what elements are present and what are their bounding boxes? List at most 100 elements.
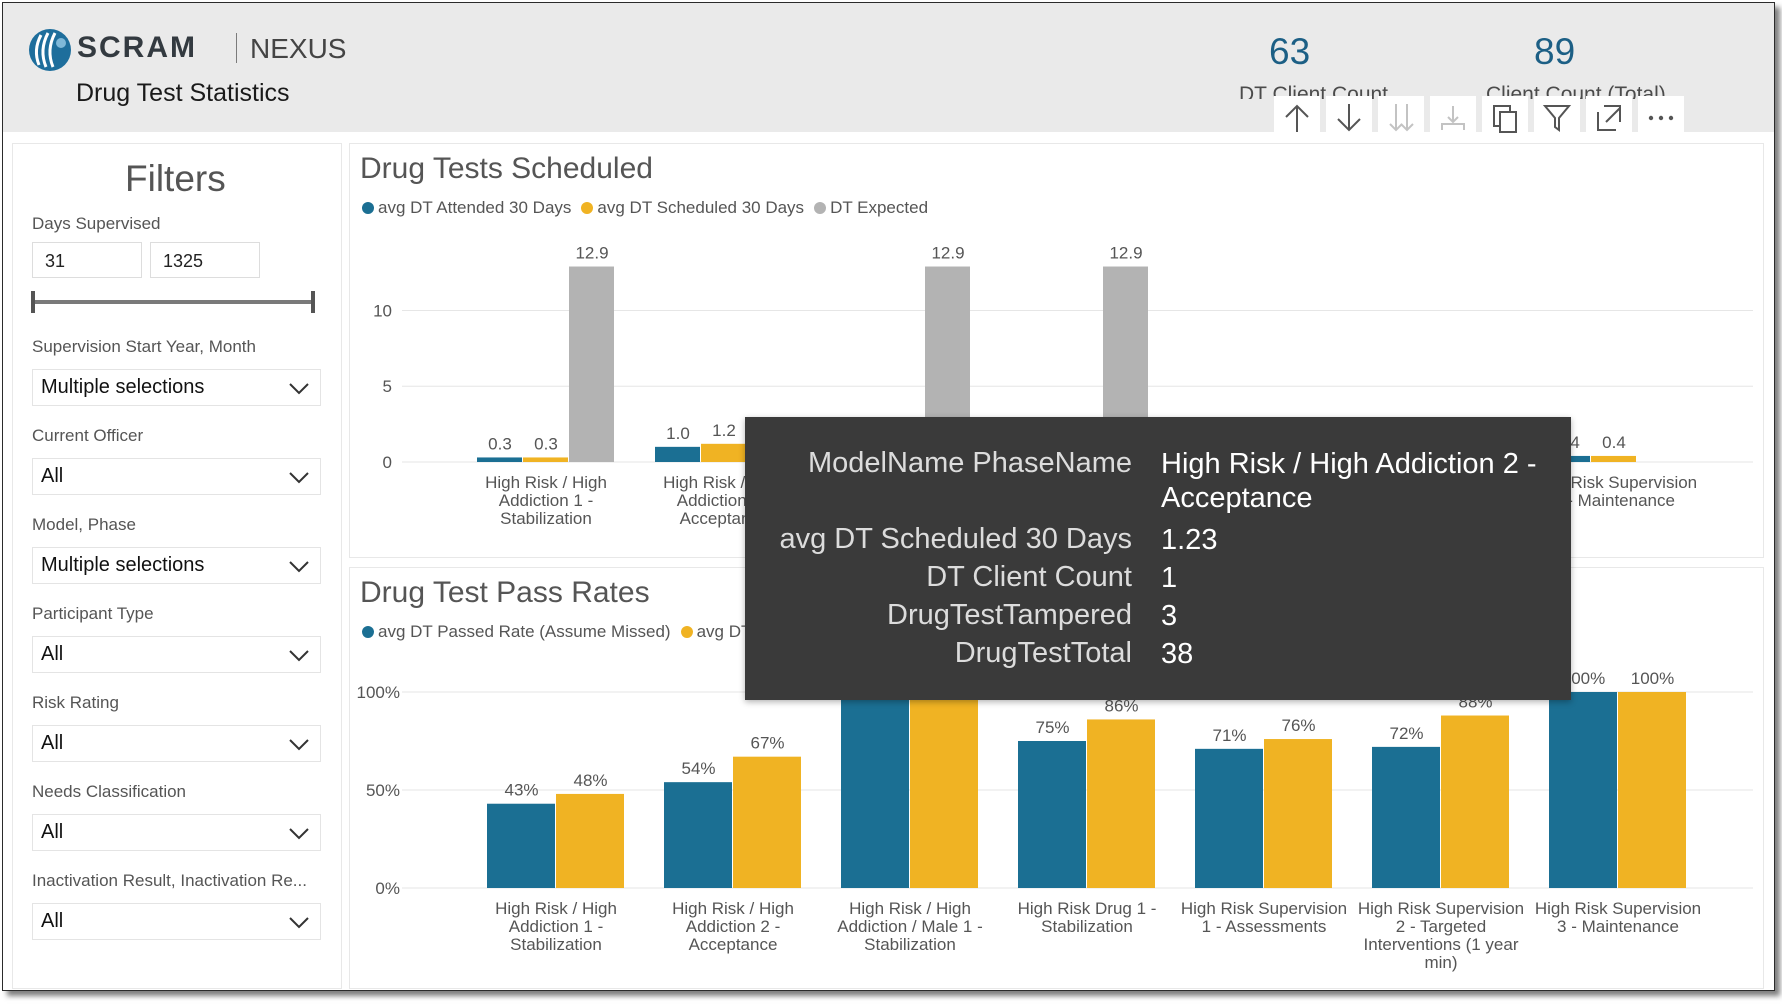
category-label: Acceptance [689, 935, 778, 954]
drug-tests-scheduled-title: Drug Tests Scheduled [360, 152, 653, 185]
brand-name: SCRAM [77, 31, 197, 64]
category-label: High Risk Drug 1 - [1018, 899, 1157, 918]
chevron-down-icon [289, 383, 309, 395]
model-phase-value: Multiple selections [41, 554, 205, 576]
data-label: 1.2 [712, 421, 736, 440]
filters-panel: Filters Days Supervised 31 1325 Supervis… [12, 143, 342, 989]
tooltip-key: avg DT Scheduled 30 Days [779, 523, 1132, 555]
drug-tests-scheduled-legend: avg DT Attended 30 Days avg DT Scheduled… [362, 198, 928, 218]
current-officer-label: Current Officer [32, 426, 144, 445]
legend-item[interactable]: avg DT Scheduled 30 Days [581, 198, 804, 218]
inactivation-result-dropdown[interactable]: All [32, 903, 321, 940]
data-label: 12.9 [1109, 244, 1142, 263]
filter-icon[interactable] [1534, 96, 1580, 140]
slider-min-handle[interactable] [31, 291, 35, 313]
current-officer-dropdown[interactable]: All [32, 458, 321, 495]
chevron-down-icon [289, 739, 309, 751]
bar [487, 803, 555, 888]
participant-type-value: All [41, 643, 64, 665]
data-label: 100% [1631, 669, 1674, 688]
filters-title: Filters [125, 158, 226, 199]
chart-tooltip: ModelName PhaseName High Risk / High Add… [745, 417, 1571, 700]
data-label: 100% [1562, 669, 1605, 688]
bar [1018, 741, 1086, 888]
drug-test-pass-rates-chart[interactable]: 0%50%100%43%48%High Risk / HighAddiction… [350, 568, 1763, 988]
category-label: 1 - Assessments [1202, 917, 1327, 936]
double-arrow-down-icon[interactable] [1378, 96, 1424, 140]
tooltip-key: DT Client Count [926, 561, 1132, 593]
tooltip-key: DrugTestTampered [887, 599, 1132, 631]
bar [477, 457, 522, 462]
days-supervised-slider[interactable] [32, 300, 313, 304]
inactivation-result-value: All [41, 910, 64, 932]
category-label: Addiction 2 - [686, 917, 781, 936]
days-supervised-label: Days Supervised [32, 214, 161, 233]
kpi-dt-client-count-label: DT Client Count [1239, 83, 1389, 99]
category-label: Stabilization [864, 935, 956, 954]
visual-toolbar-right [1482, 96, 1684, 140]
category-label: High Risk Supervision [1531, 473, 1697, 492]
data-label: 1.0 [666, 424, 690, 443]
bar [1195, 748, 1263, 888]
tooltip-key: DrugTestTotal [954, 637, 1132, 669]
arrow-down-icon[interactable] [1326, 96, 1372, 140]
participant-type-label: Participant Type [32, 604, 154, 623]
category-label: Stabilization [1041, 917, 1133, 936]
data-label: 48% [573, 771, 607, 790]
supervision-start-value: Multiple selections [41, 376, 205, 398]
brand-sub: NEXUS [250, 33, 347, 64]
chevron-down-icon [289, 472, 309, 484]
legend-dot-icon [581, 202, 594, 214]
supervision-start-dropdown[interactable]: Multiple selections [32, 369, 321, 406]
data-label: 0.3 [534, 434, 558, 453]
chevron-down-icon [289, 917, 309, 929]
kpi-dt-client-count-value: 63 [1269, 31, 1311, 72]
bar [664, 782, 732, 888]
participant-type-dropdown[interactable]: All [32, 636, 321, 673]
legend-label: DT Expected [830, 198, 929, 217]
model-phase-label: Model, Phase [32, 515, 136, 534]
bar [569, 266, 614, 462]
data-label: 12.9 [575, 244, 608, 263]
category-label: 3 - Maintenance [1557, 917, 1679, 936]
days-supervised-min-input[interactable]: 31 [32, 242, 142, 278]
tooltip-value: 3 [1161, 600, 1178, 632]
risk-rating-dropdown[interactable]: All [32, 725, 321, 762]
legend-item[interactable]: avg DT Passed Rate (Assume Missed) [362, 622, 671, 642]
bar [1441, 715, 1509, 888]
legend-label: avg DT Passed Rate (Assume Missed) [378, 622, 671, 641]
risk-rating-value: All [41, 732, 64, 754]
tooltip-value: 1 [1161, 562, 1178, 594]
legend-dot-icon [814, 202, 827, 214]
category-label: High Risk / High [672, 899, 794, 918]
copy-icon[interactable] [1482, 96, 1528, 140]
slider-max-handle[interactable] [311, 291, 315, 313]
focus-mode-icon[interactable] [1586, 96, 1632, 140]
bar [733, 756, 801, 888]
legend-item[interactable]: DT Expected [814, 198, 928, 218]
legend-dot-icon [680, 626, 693, 638]
arrow-up-icon[interactable] [1274, 96, 1320, 140]
category-label: High Risk Supervision [1535, 899, 1701, 918]
report-header: SCRAM NEXUS Drug Test Statistics 63 DT C… [3, 3, 1774, 132]
bar [1372, 746, 1440, 888]
data-label: 0.4 [1602, 433, 1626, 452]
days-supervised-max-input[interactable]: 1325 [150, 242, 260, 278]
chevron-down-icon [289, 828, 309, 840]
category-label: 3 - Maintenance [1553, 491, 1675, 510]
data-label: 67% [750, 734, 784, 753]
model-phase-dropdown[interactable]: Multiple selections [32, 547, 321, 584]
brand-divider [236, 33, 237, 63]
bar [701, 443, 746, 462]
expand-hierarchy-icon[interactable] [1430, 96, 1476, 140]
y-tick-label: 50% [366, 781, 400, 800]
supervision-start-label: Supervision Start Year, Month [32, 337, 256, 356]
legend-item[interactable]: avg DT Attended 30 Days [362, 198, 571, 218]
needs-classification-dropdown[interactable]: All [32, 814, 321, 851]
more-options-icon[interactable] [1638, 96, 1684, 140]
data-label: 76% [1281, 716, 1315, 735]
data-label: 71% [1212, 726, 1246, 745]
category-label: min) [1424, 953, 1457, 972]
data-label: 12.9 [931, 244, 964, 263]
y-tick-label: 0 [383, 453, 392, 472]
